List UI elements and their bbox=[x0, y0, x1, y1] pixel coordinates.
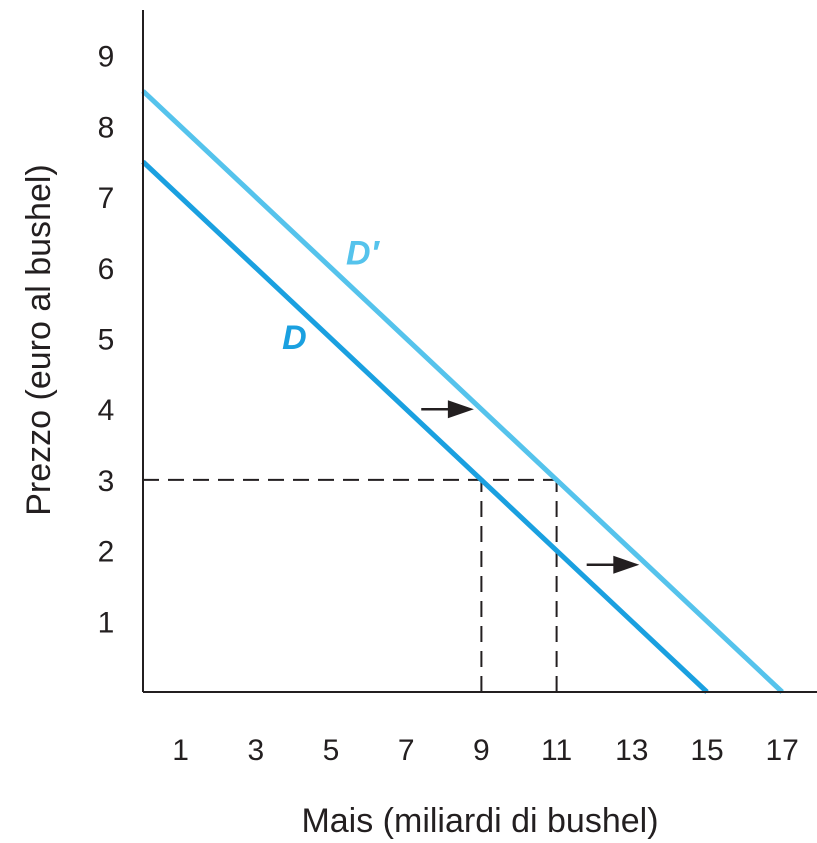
y-tick-label-3: 3 bbox=[98, 465, 115, 498]
x-tick-label-5: 5 bbox=[323, 734, 340, 767]
x-tick-label-17: 17 bbox=[766, 734, 799, 767]
demand-curve-d bbox=[141, 159, 709, 694]
x-tick-label-15: 15 bbox=[690, 734, 723, 767]
x-tick-label-13: 13 bbox=[615, 734, 648, 767]
shift-arrow-2 bbox=[586, 555, 640, 574]
y-tick-label-6: 6 bbox=[98, 253, 115, 286]
y-tick-label-9: 9 bbox=[98, 41, 115, 74]
demand-curves bbox=[141, 89, 784, 694]
x-tick-label-3: 3 bbox=[247, 734, 264, 767]
x-axis-title: Mais (miliardi di bushel) bbox=[301, 802, 658, 840]
x-tick-label-11: 11 bbox=[541, 734, 572, 767]
axes bbox=[142, 10, 817, 693]
x-tick-label-1: 1 bbox=[172, 734, 189, 767]
demand-curve-d-prime bbox=[141, 89, 784, 694]
y-axis-title: Prezzo (euro al bushel) bbox=[20, 164, 58, 516]
x-tick-label-7: 7 bbox=[398, 734, 415, 767]
x-tick-label-9: 9 bbox=[473, 734, 490, 767]
y-tick-label-7: 7 bbox=[98, 182, 115, 215]
series-labels: D D′ bbox=[282, 234, 380, 357]
shift-arrows bbox=[421, 400, 640, 574]
shift-arrow-1 bbox=[421, 400, 474, 419]
series-label-d-prime: D′ bbox=[346, 234, 381, 272]
reference-lines bbox=[143, 478, 558, 692]
y-tick-label-2: 2 bbox=[98, 536, 115, 569]
series-label-d: D bbox=[282, 319, 307, 357]
y-tick-label-8: 8 bbox=[98, 111, 115, 144]
y-tick-label-1: 1 bbox=[98, 606, 115, 639]
y-tick-label-4: 4 bbox=[98, 394, 115, 427]
y-tick-label-5: 5 bbox=[98, 324, 115, 357]
